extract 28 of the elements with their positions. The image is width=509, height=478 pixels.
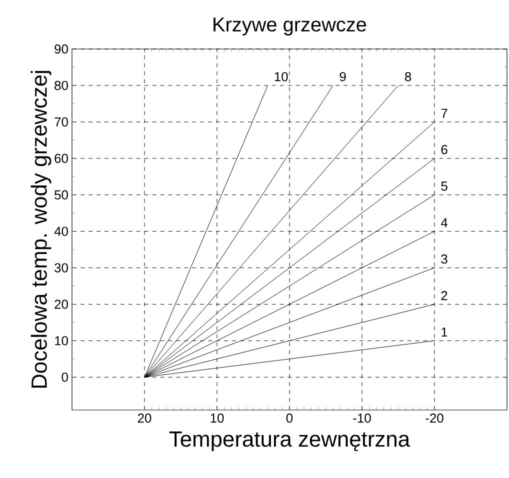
x-tick-label: 0 xyxy=(286,414,293,423)
series-label: 1 xyxy=(442,328,448,337)
chart-title: Krzywe grzewcze xyxy=(214,18,366,36)
y-tick-label: 80 xyxy=(54,80,68,90)
x-tick-label: 10 xyxy=(210,414,224,423)
y-tick-label: 60 xyxy=(54,154,68,163)
series-label: 4 xyxy=(440,218,448,228)
series-label: 8 xyxy=(404,72,412,82)
y-tick-label: 30 xyxy=(54,263,68,272)
y-tick-label: 20 xyxy=(54,300,68,309)
series-label: 6 xyxy=(441,145,448,154)
x-tick-label: -10 xyxy=(353,414,371,423)
y-tick-label: 50 xyxy=(54,190,68,200)
series-label: 5 xyxy=(441,182,448,191)
x-tick-label: 20 xyxy=(138,414,152,423)
y-tick-label: 10 xyxy=(55,336,68,346)
series-label: 7 xyxy=(441,108,448,118)
y-tick-label: 90 xyxy=(54,44,68,54)
x-axis-title: Temperatura zewnętrzna xyxy=(169,432,410,452)
y-tick-label: 40 xyxy=(54,226,68,236)
series-label: 9 xyxy=(340,72,346,82)
series-label: 10 xyxy=(274,72,288,82)
y-tick-label: 70 xyxy=(54,117,68,127)
x-tick-label: -20 xyxy=(426,414,444,423)
y-tick-label: 0 xyxy=(62,372,68,382)
y-axis-title: Docelowa temp. wody grzewczej xyxy=(30,71,52,388)
series-label: 2 xyxy=(441,291,448,300)
series-label: 3 xyxy=(441,254,448,264)
